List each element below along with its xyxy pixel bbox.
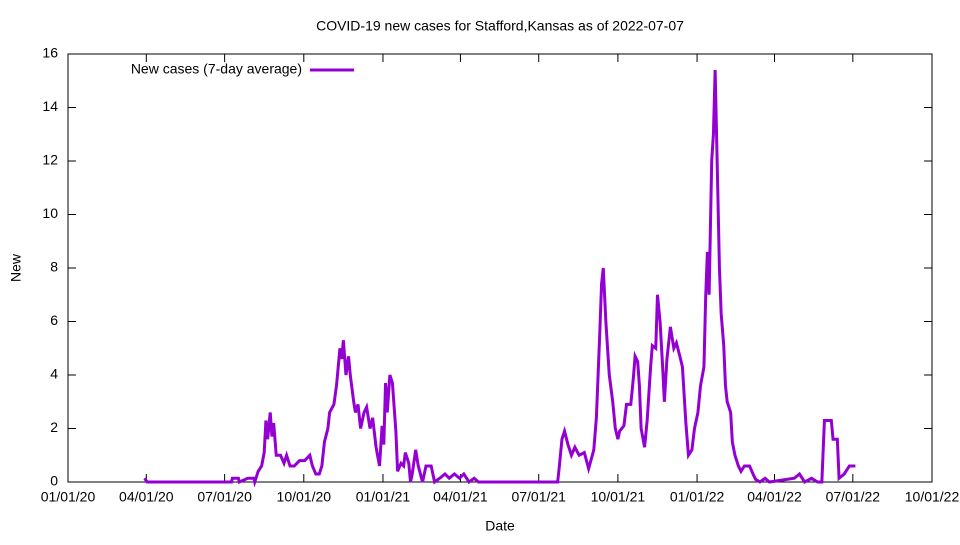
legend-label: New cases (7-day average) <box>131 61 302 77</box>
chart-title: COVID-19 new cases for Stafford,Kansas a… <box>316 18 684 34</box>
y-tick-label: 12 <box>42 152 58 168</box>
x-tick-label: 07/01/20 <box>197 489 252 505</box>
x-axis-label: Date <box>485 518 515 534</box>
y-tick-label: 16 <box>42 45 58 61</box>
x-tick-label: 07/01/21 <box>511 489 566 505</box>
y-tick-label: 8 <box>50 259 58 275</box>
y-tick-label: 14 <box>42 98 58 114</box>
y-tick-label: 2 <box>50 419 58 435</box>
y-tick-label: 6 <box>50 312 58 328</box>
x-tick-label: 04/01/20 <box>119 489 174 505</box>
x-tick-label: 01/01/20 <box>41 489 96 505</box>
y-tick-label: 0 <box>50 473 58 489</box>
x-tick-label: 07/01/22 <box>826 489 881 505</box>
x-tick-label: 04/01/21 <box>433 489 488 505</box>
x-tick-label: 10/01/21 <box>591 489 646 505</box>
x-tick-label: 01/01/21 <box>356 489 411 505</box>
x-tick-label: 10/01/22 <box>905 489 960 505</box>
y-tick-label: 10 <box>42 205 58 221</box>
x-tick-label: 04/01/22 <box>747 489 802 505</box>
y-tick-label: 4 <box>50 366 58 382</box>
data-line <box>143 70 856 488</box>
x-tick-label: 01/01/22 <box>670 489 725 505</box>
plot-frame <box>67 53 933 483</box>
y-axis-label: New <box>8 253 24 282</box>
x-tick-label: 10/01/20 <box>277 489 332 505</box>
